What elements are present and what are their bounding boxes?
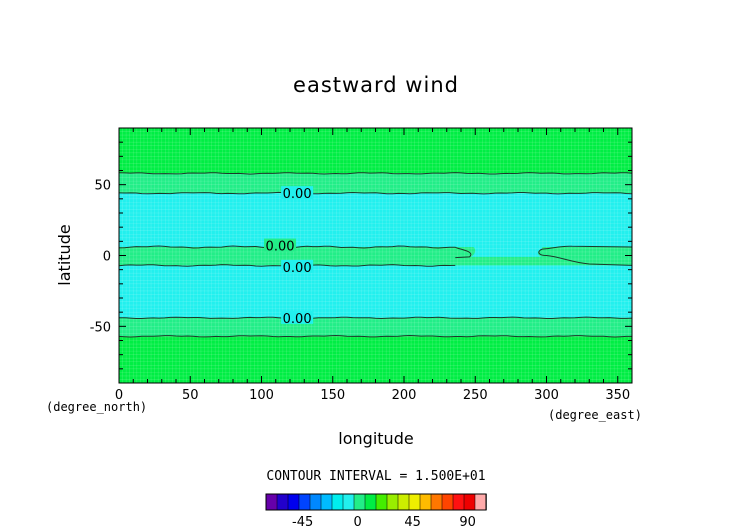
colorbar-swatch-12 [397, 493, 410, 511]
colorbar-frame [265, 493, 487, 511]
band-1 [119, 173, 632, 194]
band-0 [119, 128, 632, 174]
contour-line [118, 316, 633, 320]
colorbar-swatch-6 [331, 493, 344, 511]
colorbar-swatch-18 [463, 493, 476, 511]
colorbar-swatch-0 [265, 493, 278, 511]
x-tick-50: 50 [182, 388, 199, 403]
colorbar-swatch-2 [287, 493, 300, 511]
colorbar-tick-0: -45 [292, 515, 313, 530]
contour-line [538, 245, 633, 266]
chart-title: eastward wind [293, 73, 459, 97]
y-axis-label: latitude [55, 224, 74, 285]
colorbar-swatch-11 [386, 493, 399, 511]
contour-label-1: 0.00 [266, 240, 295, 255]
band-6 [119, 336, 632, 383]
colorbar-swatch-5 [320, 493, 333, 511]
contour-label-2: 0.00 [283, 261, 312, 276]
colorbar-swatch-9 [364, 493, 377, 511]
x-tick-100: 100 [249, 388, 274, 403]
colorbar-tick-2: 45 [404, 515, 421, 530]
y-tick-0: 0 [103, 250, 111, 265]
contour-line [118, 172, 633, 175]
colorbar-swatch-14 [419, 493, 432, 511]
x-tick-250: 250 [463, 388, 488, 403]
plot-area: 0.00 0.00 0.00 0.00 0 50 100 150 200 250 300 350 -50… [90, 127, 633, 403]
colorbar-swatch-17 [452, 493, 465, 511]
contour-label-3: 0.00 [283, 312, 312, 327]
band-4 [119, 265, 632, 318]
colorbar-swatch-7 [342, 493, 355, 511]
band-5 [119, 317, 632, 337]
y-tick--50: -50 [90, 320, 111, 335]
x-axis-label: longitude [338, 429, 413, 448]
ticks [118, 127, 633, 384]
colorbar-tick-3: 90 [459, 515, 476, 530]
colorbar-swatch-3 [298, 493, 311, 511]
contour-interval-text: CONTOUR INTERVAL = 1.500E+01 [266, 469, 485, 484]
x-unit-label: (degree_east) [548, 408, 642, 422]
colorbar-swatch-15 [430, 493, 443, 511]
x-tick-300: 300 [534, 388, 559, 403]
contour-line [118, 334, 632, 338]
colorbar-swatch-8 [353, 493, 366, 511]
colorbar-swatch-19 [474, 493, 487, 511]
x-tick-150: 150 [320, 388, 345, 403]
y-tick-50: 50 [94, 179, 111, 194]
colorbar-swatch-10 [375, 493, 388, 511]
x-tick-0: 0 [115, 388, 123, 403]
colorbar-swatch-4 [309, 493, 322, 511]
colorbar-swatch-16 [441, 493, 454, 511]
x-tick-200: 200 [392, 388, 417, 403]
equatorial-gap [470, 246, 543, 257]
colorbar-swatch-13 [408, 493, 421, 511]
contour-line [118, 191, 633, 195]
y-unit-label: (degree_north) [46, 400, 147, 414]
colorbar-swatch-1 [276, 493, 289, 511]
x-tick-350: 350 [605, 388, 630, 403]
contour-lines [118, 172, 633, 338]
colorbar-tick-1: 0 [354, 515, 362, 530]
contour-line [118, 245, 472, 259]
band-2 [119, 193, 632, 247]
colorbar: -45 0 45 90 [265, 493, 487, 530]
contour-label-0: 0.00 [283, 187, 312, 202]
